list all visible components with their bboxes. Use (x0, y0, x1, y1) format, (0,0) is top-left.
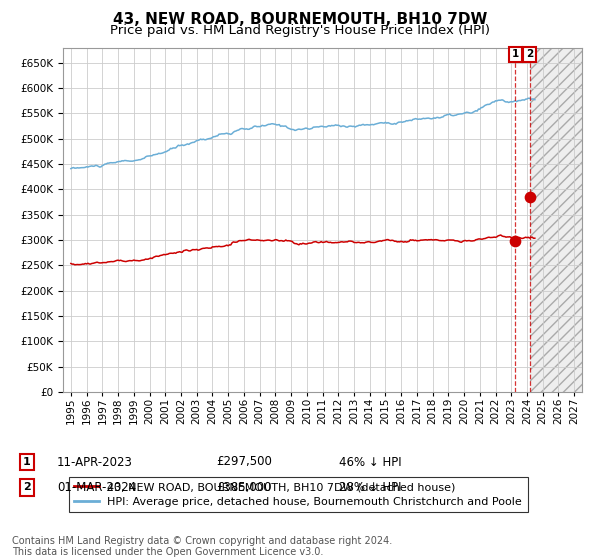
Text: 1: 1 (512, 49, 519, 59)
Point (511, 237, 520, 246)
Text: £385,000: £385,000 (216, 480, 271, 494)
Text: £297,500: £297,500 (216, 455, 272, 469)
Point (525, 193, 535, 202)
Bar (530, 48, 582, 392)
Text: 01-MAR-2024: 01-MAR-2024 (57, 480, 136, 494)
Text: 2: 2 (23, 482, 31, 492)
Text: 11-APR-2023: 11-APR-2023 (57, 455, 133, 469)
Bar (530, 48, 582, 392)
Text: Price paid vs. HM Land Registry's House Price Index (HPI): Price paid vs. HM Land Registry's House … (110, 24, 490, 36)
Text: Contains HM Land Registry data © Crown copyright and database right 2024.
This d: Contains HM Land Registry data © Crown c… (12, 535, 392, 557)
Text: 46% ↓ HPI: 46% ↓ HPI (339, 455, 401, 469)
Text: 28% ↓ HPI: 28% ↓ HPI (339, 480, 401, 494)
Text: 43, NEW ROAD, BOURNEMOUTH, BH10 7DW: 43, NEW ROAD, BOURNEMOUTH, BH10 7DW (113, 12, 487, 27)
Text: 2: 2 (526, 49, 533, 59)
Legend: 43, NEW ROAD, BOURNEMOUTH, BH10 7DW (detached house), HPI: Average price, detach: 43, NEW ROAD, BOURNEMOUTH, BH10 7DW (det… (68, 477, 528, 512)
Text: 1: 1 (23, 457, 31, 467)
